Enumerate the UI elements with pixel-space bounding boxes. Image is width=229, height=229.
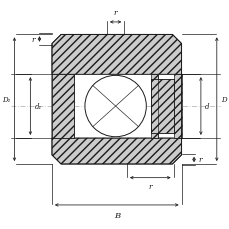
Text: r: r — [197, 156, 201, 164]
Text: d₁: d₁ — [34, 103, 41, 111]
Circle shape — [85, 76, 146, 137]
Text: r: r — [113, 9, 117, 17]
Text: D: D — [220, 96, 226, 104]
Polygon shape — [52, 138, 181, 164]
Text: D₁: D₁ — [2, 96, 10, 104]
Polygon shape — [52, 75, 73, 138]
Circle shape — [84, 76, 146, 138]
Polygon shape — [150, 79, 173, 134]
Polygon shape — [150, 75, 157, 138]
Text: r: r — [31, 36, 35, 44]
Polygon shape — [173, 75, 181, 138]
Text: r: r — [148, 183, 151, 190]
Text: B: B — [113, 211, 119, 219]
Polygon shape — [52, 35, 181, 75]
Text: d: d — [204, 103, 209, 111]
